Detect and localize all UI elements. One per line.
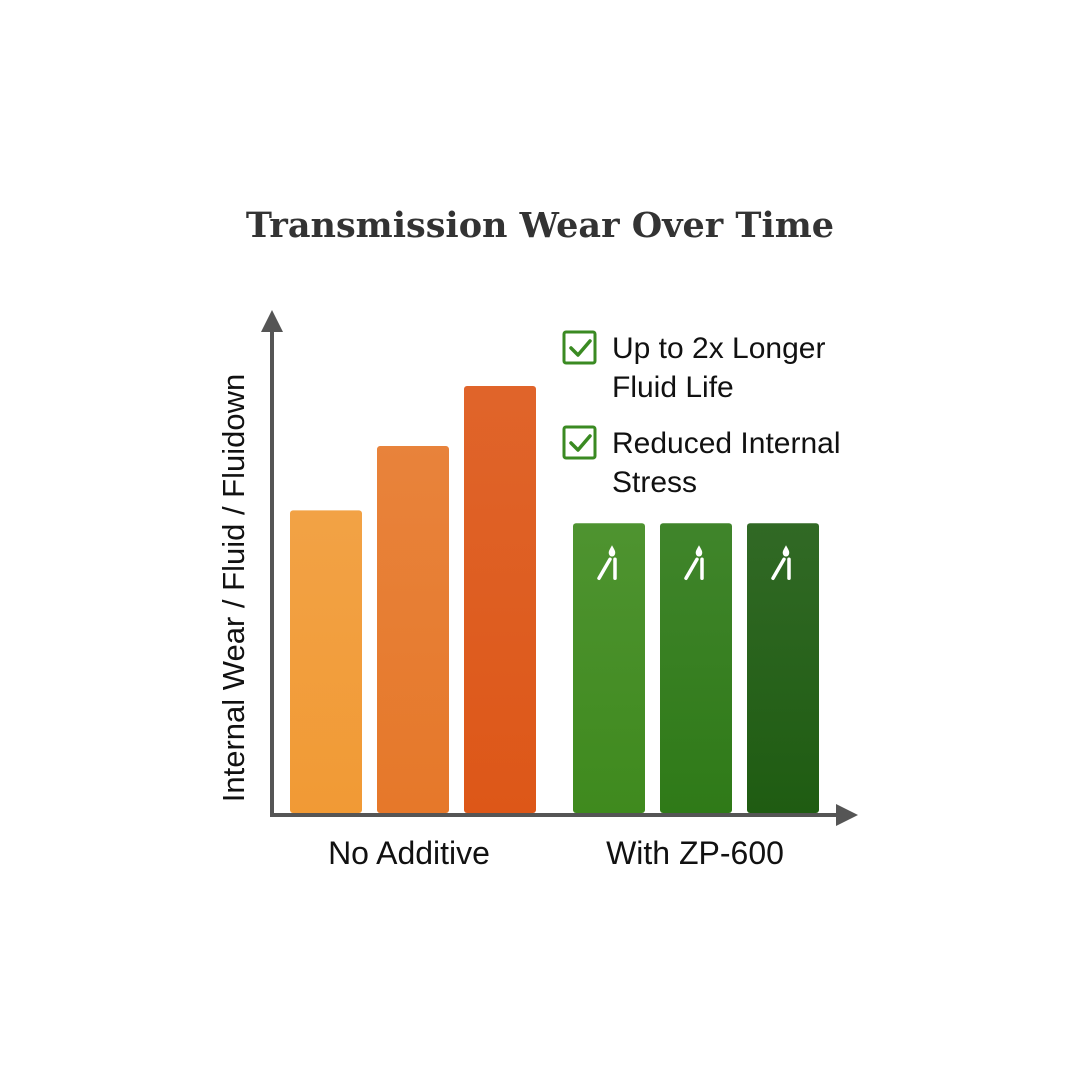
callout-1-line-1: Up to 2x Longer [612,332,825,365]
category-label-no-additive: No Additive [328,835,490,871]
bar-with-zp600-3 [747,523,819,813]
callout-2-line-2: Stress [612,466,697,499]
callout-2-line-1: Reduced Internal [612,427,841,460]
bar-with-zp600-2 [660,523,732,813]
axes [261,310,858,826]
bar-no-additive-3 [464,386,536,813]
bar-no-additive-1 [290,510,362,813]
callout-1-line-2: Fluid Life [612,371,734,404]
bar-with-zp600-1 [573,523,645,813]
checkbox-checked-icon [562,425,597,460]
chart-title: Transmission Wear Over Time [246,205,834,246]
category-labels: No Additive With ZP-600 [328,835,784,871]
fluid-drop-icon [771,545,791,581]
category-label-with-zp600: With ZP-600 [606,835,784,871]
callouts: Up to 2x Longer Fluid Life Reduced Interna… [562,330,841,499]
fluid-drop-icon [597,545,617,581]
bars [290,386,819,813]
checkbox-checked-icon [562,330,597,365]
callout-1: Up to 2x Longer Fluid Life [562,330,825,404]
y-axis-label: Internal Wear / Fluid / Fluidown [216,374,251,802]
y-axis-arrow [261,310,283,332]
callout-2: Reduced Internal Stress [562,425,841,499]
bar-no-additive-2 [377,446,449,813]
x-axis-arrow [836,804,858,826]
fluid-drop-icon [684,545,704,581]
